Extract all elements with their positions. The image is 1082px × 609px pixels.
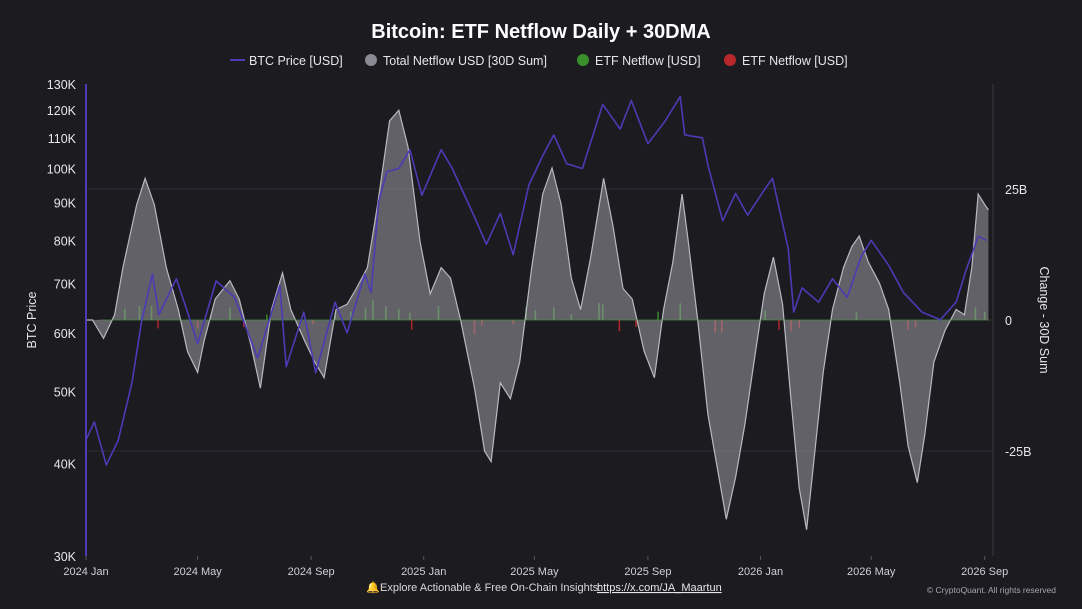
netflow-30d-line <box>86 108 989 530</box>
footer: 🔔 Explore Actionable & Free On-Chain Ins… <box>366 581 1056 595</box>
y-right-axis-title: Change - 30D Sum <box>1037 266 1051 373</box>
y-left-ticks: 30K 40K 50K 60K 70K 80K 90K 100K 110K 120K 130K <box>47 78 77 564</box>
footer-credit: © CryptoQuant. All rights reserved <box>927 585 1056 595</box>
y-left-tick-label: 80K <box>54 234 77 248</box>
legend-dot-icon <box>724 54 736 66</box>
y-left-tick-label: 100K <box>47 162 77 176</box>
bell-icon: 🔔 <box>366 581 380 594</box>
x-tick-label: 2025 May <box>510 566 559 578</box>
footer-prefix: Explore Actionable & Free On-Chain Insig… <box>380 582 601 594</box>
legend-item-total-netflow[interactable]: Total Netflow USD [30D Sum] <box>365 54 547 68</box>
etf-outflow-bar <box>410 320 413 330</box>
x-tick-label: 2025 Sep <box>624 566 671 578</box>
x-tick-label: 2026 Jan <box>738 566 783 578</box>
legend-label-total-netflow: Total Netflow USD [30D Sum] <box>383 54 547 68</box>
legend-label-etf-inflow: ETF Netflow [USD] <box>595 54 701 68</box>
etf-inflow-bar <box>266 314 268 320</box>
etf-inflow-bar <box>657 311 659 320</box>
y-left-tick-label: 70K <box>54 277 77 291</box>
y-left-tick-label: 90K <box>54 196 77 210</box>
x-ticks: 2024 Jan 2024 May 2024 Sep 2025 Jan 2025 May… <box>63 556 1008 578</box>
legend-item-btc-price[interactable]: BTC Price [USD] <box>230 54 343 68</box>
y-left-tick-label: 40K <box>54 457 77 471</box>
y-right-tick-label: -25B <box>1005 445 1031 459</box>
legend-dot-icon <box>365 54 377 66</box>
y-left-tick-label: 60K <box>54 327 77 341</box>
y-left-axis-title: BTC Price <box>25 291 39 348</box>
btc-price-series <box>86 95 987 466</box>
netflow-30d-area <box>86 108 989 530</box>
footer-link[interactable]: https://x.com/JA_Maartun <box>597 582 722 594</box>
btc-price-line <box>86 95 987 466</box>
x-tick-label: 2025 Jan <box>401 566 446 578</box>
x-tick-label: 2024 May <box>173 566 222 578</box>
y-left-tick-label: 110K <box>48 132 77 146</box>
legend-item-etf-inflow[interactable]: ETF Netflow [USD] <box>577 54 701 68</box>
chart-title: Bitcoin: ETF Netflow Daily + 30DMA <box>371 21 710 43</box>
etf-outflow-bar <box>635 320 637 327</box>
legend-label-btc-price: BTC Price [USD] <box>249 54 343 68</box>
etf-outflow-bar <box>157 320 159 329</box>
y-left-tick-label: 50K <box>54 386 77 400</box>
legend-label-etf-outflow: ETF Netflow [USD] <box>742 54 848 68</box>
etf-outflow-bar <box>778 320 780 330</box>
legend: BTC Price [USD] Total Netflow USD [30D S… <box>230 54 848 68</box>
y-left-tick-label: 120K <box>47 104 77 118</box>
y-right-ticks: 25B 0 -25B <box>1005 183 1031 459</box>
legend-item-etf-outflow[interactable]: ETF Netflow [USD] <box>724 54 848 68</box>
y-left-tick-label: 130K <box>47 78 77 92</box>
y-left-tick-label: 30K <box>54 550 77 564</box>
x-tick-label: 2024 Sep <box>288 566 335 578</box>
y-right-tick-label: 25B <box>1005 183 1027 197</box>
legend-dot-icon <box>577 54 589 66</box>
etf-outflow-bar <box>618 320 621 332</box>
x-tick-label: 2026 Sep <box>961 566 1008 578</box>
x-tick-label: 2024 Jan <box>63 566 108 578</box>
y-right-tick-label: 0 <box>1005 314 1012 328</box>
x-tick-label: 2026 May <box>847 566 896 578</box>
